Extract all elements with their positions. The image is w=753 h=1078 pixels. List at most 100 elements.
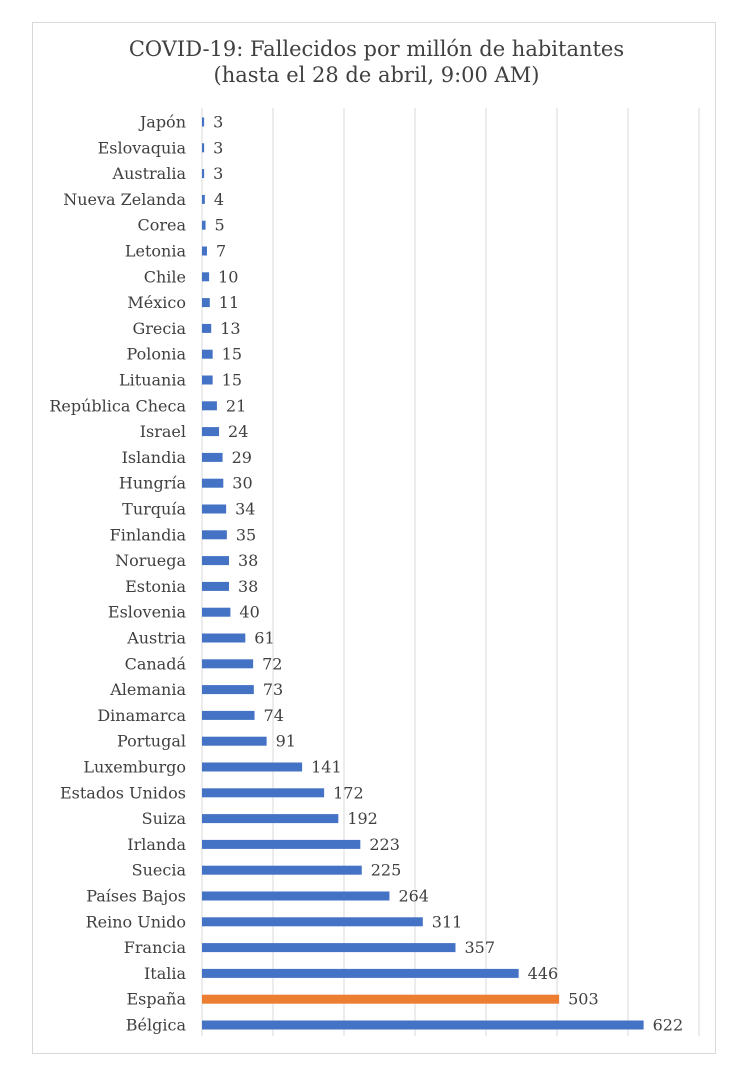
- data-label: 35: [236, 525, 256, 544]
- data-label: 38: [238, 551, 258, 570]
- bar: [202, 427, 220, 437]
- data-label: 503: [568, 990, 599, 1009]
- data-label: 91: [276, 732, 296, 751]
- bar: [202, 659, 254, 669]
- category-label: Israel: [140, 422, 186, 441]
- data-label: 172: [333, 783, 364, 802]
- data-label: 38: [238, 577, 258, 596]
- category-label: Chile: [144, 267, 186, 286]
- category-label: Corea: [137, 216, 186, 235]
- chart-frame: [32, 22, 716, 1054]
- data-label: 73: [263, 680, 283, 699]
- category-label: Irlanda: [127, 835, 186, 854]
- bar: [202, 968, 519, 978]
- category-label: Australia: [112, 164, 187, 183]
- data-label: 34: [235, 500, 255, 519]
- category-label: Japón: [138, 113, 186, 132]
- bar: [202, 1020, 644, 1030]
- bar: [202, 272, 210, 282]
- category-label: Italia: [144, 964, 187, 983]
- data-label: 3: [213, 113, 223, 132]
- data-label: 223: [369, 835, 400, 854]
- bar: [202, 452, 223, 462]
- category-label: Dinamarca: [97, 706, 186, 725]
- bar: [202, 349, 213, 359]
- chart-subtitle: (hasta el 28 de abril, 9:00 AM): [213, 63, 540, 87]
- data-label: 24: [228, 422, 248, 441]
- bar: [202, 762, 303, 772]
- data-label: 10: [218, 267, 238, 286]
- category-label: Estados Unidos: [60, 783, 186, 802]
- category-label: España: [126, 990, 186, 1009]
- data-label: 61: [254, 629, 274, 648]
- data-label: 264: [398, 887, 429, 906]
- bar: [202, 891, 390, 901]
- data-label: 357: [464, 938, 495, 957]
- category-label: Canadá: [125, 654, 187, 673]
- bar: [202, 814, 339, 824]
- category-label: Islandia: [122, 448, 187, 467]
- bar: [202, 607, 231, 617]
- bar: [202, 375, 213, 385]
- category-label: Luxemburgo: [83, 758, 186, 777]
- data-label: 622: [653, 1016, 684, 1035]
- bar: [202, 220, 206, 230]
- bar: [202, 504, 227, 514]
- bar: [202, 710, 255, 720]
- data-label: 5: [215, 216, 225, 235]
- bar: [202, 401, 217, 411]
- bar: [202, 633, 246, 643]
- data-label: 15: [222, 345, 242, 364]
- data-label: 225: [371, 861, 402, 880]
- category-label: Suiza: [142, 809, 187, 828]
- bar: [202, 117, 205, 127]
- category-label: Reino Unido: [86, 912, 186, 931]
- bar: [202, 685, 254, 695]
- bar: [202, 323, 212, 333]
- data-label: 21: [226, 396, 246, 415]
- category-label: Estonia: [125, 577, 186, 596]
- data-label: 7: [216, 242, 226, 261]
- bar: [202, 556, 229, 566]
- category-label: Bélgica: [126, 1016, 187, 1035]
- bar: [202, 530, 227, 540]
- bar: [202, 865, 362, 875]
- category-label: República Checa: [49, 396, 186, 415]
- data-label: 3: [213, 138, 223, 157]
- chart-title: COVID-19: Fallecidos por millón de habit…: [128, 37, 625, 61]
- data-label: 74: [264, 706, 284, 725]
- bar: [202, 478, 224, 488]
- category-label: Eslovenia: [108, 603, 187, 622]
- bar: [202, 943, 456, 953]
- data-label: 15: [222, 371, 242, 390]
- bar: [202, 736, 267, 746]
- category-label: Polonia: [127, 345, 187, 364]
- category-label: Eslovaquia: [98, 138, 187, 157]
- bar: [202, 788, 325, 798]
- data-label: 141: [311, 758, 342, 777]
- category-label: Francia: [124, 938, 187, 957]
- category-label: Noruega: [115, 551, 186, 570]
- bar: [202, 581, 229, 591]
- category-label: Finlandia: [110, 525, 187, 544]
- category-label: Portugal: [117, 732, 186, 751]
- bar: [202, 917, 423, 927]
- bar: [202, 143, 205, 153]
- bar: [202, 298, 210, 308]
- bar: [202, 194, 205, 204]
- category-label: Países Bajos: [86, 887, 186, 906]
- category-label: Nueva Zelanda: [63, 190, 186, 209]
- bar: [202, 994, 560, 1004]
- category-label: Alemania: [109, 680, 186, 699]
- category-label: Letonia: [125, 242, 187, 261]
- data-label: 40: [239, 603, 259, 622]
- category-label: Turquía: [122, 500, 186, 519]
- data-label: 3: [213, 164, 223, 183]
- bar: [202, 169, 205, 179]
- data-label: 192: [347, 809, 378, 828]
- data-label: 4: [214, 190, 224, 209]
- data-label: 13: [220, 319, 240, 338]
- data-label: 30: [232, 474, 252, 493]
- category-label: Hungría: [119, 474, 187, 493]
